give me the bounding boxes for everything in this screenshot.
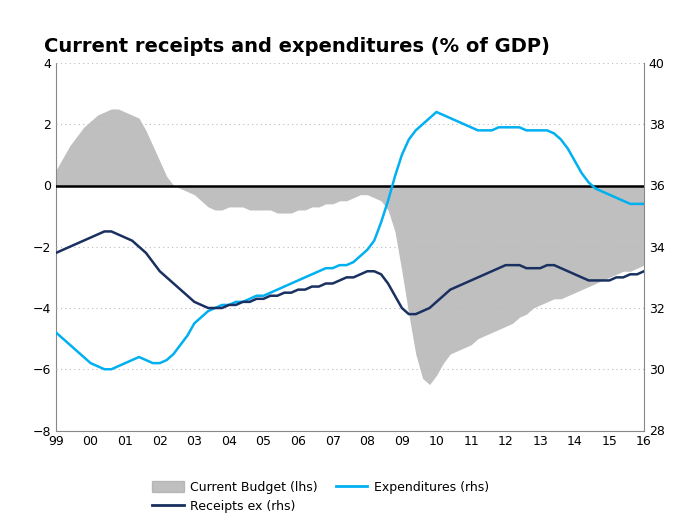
Text: Current receipts and expenditures (% of GDP): Current receipts and expenditures (% of … bbox=[44, 37, 550, 56]
Legend: Current Budget (lhs), Receipts ex (rhs), Expenditures (rhs): Current Budget (lhs), Receipts ex (rhs),… bbox=[153, 481, 489, 513]
